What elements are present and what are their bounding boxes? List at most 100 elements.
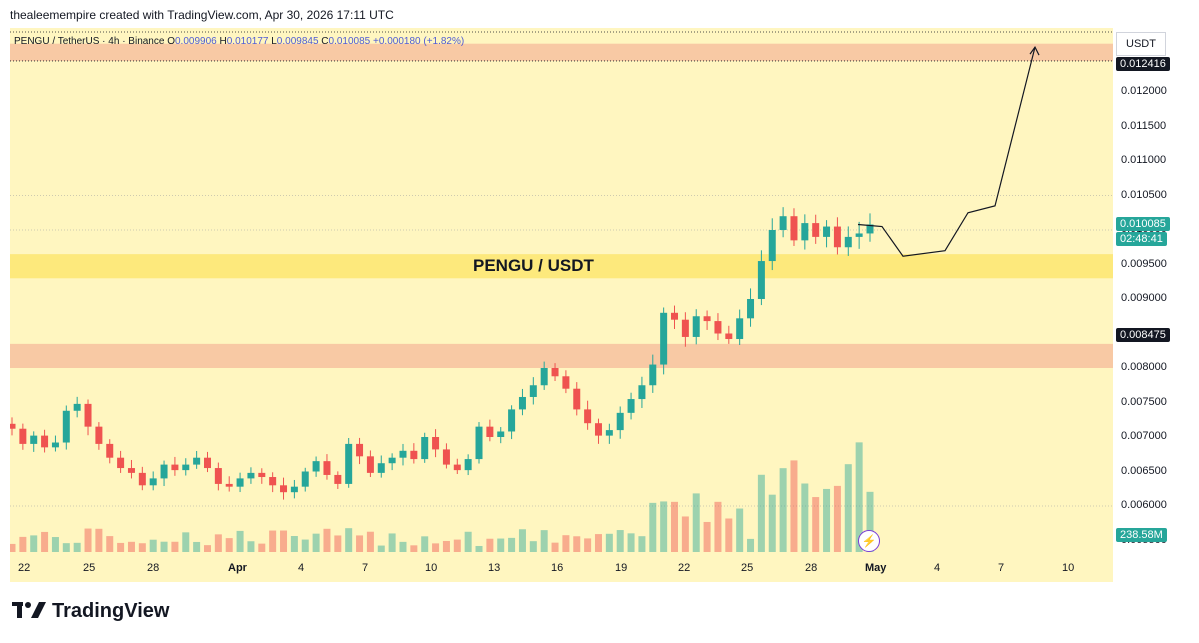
volume-bar — [442, 540, 450, 552]
candle-body — [269, 477, 277, 486]
lightning-icon[interactable]: ⚡ — [858, 530, 880, 552]
zone-target — [10, 43, 1113, 61]
y-tick-label: 0.006500 — [1121, 464, 1167, 477]
volume-bar — [518, 529, 526, 552]
volume-bar — [497, 538, 505, 552]
volume-bar — [692, 493, 700, 552]
candle-body — [84, 403, 92, 427]
candle-body — [247, 472, 255, 479]
candle-body — [225, 483, 233, 487]
candle-body — [703, 316, 711, 322]
candle-body — [410, 450, 418, 460]
x-tick-label: 22 — [18, 562, 31, 574]
y-tick-label: 0.011500 — [1121, 119, 1167, 132]
volume-bar — [594, 534, 602, 552]
candle-body — [323, 461, 331, 475]
volume-bar — [117, 542, 125, 552]
candle-body — [464, 459, 472, 471]
volume-bar — [747, 538, 755, 552]
volume-bar — [388, 533, 396, 552]
candle-body — [790, 216, 798, 241]
candle-body — [138, 472, 146, 486]
x-tick-label: May — [865, 562, 887, 574]
candle-body — [203, 457, 211, 469]
candle-body — [182, 464, 190, 471]
volume-bar — [138, 543, 146, 552]
volume-bar — [10, 543, 16, 552]
candle-body — [540, 368, 548, 386]
y-tick-label: 0.008000 — [1121, 361, 1167, 373]
candle-body — [551, 368, 559, 377]
candle-body — [584, 409, 592, 424]
candle-body — [475, 426, 483, 460]
x-tick-label: 16 — [551, 562, 564, 574]
volume-bar — [486, 538, 494, 552]
volume-bar — [203, 545, 211, 552]
x-tick-label: 22 — [678, 562, 691, 574]
volume-bar — [182, 532, 190, 552]
volume-bar — [377, 545, 385, 552]
chart-plot-area[interactable]: PENGU / TetherUS · 4h · Binance O0.00990… — [10, 28, 1113, 552]
volume-bar — [833, 485, 841, 552]
candle-body — [290, 486, 298, 493]
candle-body — [160, 464, 168, 479]
candle-body — [214, 468, 222, 484]
volume-bar — [95, 528, 103, 552]
brand: TradingView — [12, 600, 169, 623]
candle-body — [681, 319, 689, 337]
volume-bar — [823, 488, 831, 552]
volume-bar — [160, 541, 168, 552]
volume-bar — [605, 533, 613, 552]
ohlc-legend: PENGU / TetherUS · 4h · Binance O0.00990… — [14, 36, 464, 47]
volume-bar — [768, 494, 776, 552]
price-axis[interactable]: 0.0120000.0115000.0110000.0105000.010000… — [1113, 28, 1199, 552]
candle-body — [41, 435, 49, 448]
candle-body — [649, 364, 657, 386]
y-tick-label: 0.009000 — [1121, 292, 1167, 304]
volume-bar — [681, 516, 689, 552]
x-tick-label: 28 — [805, 562, 818, 574]
level-price-badge: 0.008475 — [1116, 328, 1170, 342]
candle-body — [30, 435, 38, 444]
time-axis[interactable]: 22 25 28 Apr 4 7 10 13 16 19 22 25 28 May 4 7 10 — [10, 552, 1113, 582]
volume-bar — [540, 530, 548, 552]
volume-bar — [551, 542, 559, 552]
candle-body — [573, 388, 581, 410]
volume-bar — [725, 518, 733, 552]
price-chart-svg — [10, 31, 1113, 552]
candle-body — [149, 478, 157, 486]
candle-body — [518, 396, 526, 410]
candle-body — [768, 230, 776, 262]
x-tick-label: 7 — [998, 562, 1005, 574]
x-tick-label: 25 — [741, 562, 754, 574]
volume-bar — [529, 541, 537, 552]
candle-body — [453, 464, 461, 471]
candle-body — [258, 472, 266, 478]
volume-bar — [562, 535, 570, 552]
candle-body — [377, 463, 385, 473]
volume-bar — [51, 537, 59, 552]
x-tick-label: 4 — [934, 562, 941, 574]
candle-body — [866, 224, 874, 234]
volume-bar — [627, 533, 635, 552]
volume-bar — [399, 541, 407, 552]
candle-body — [616, 412, 624, 431]
volume-bar — [127, 541, 135, 552]
volume-bar — [421, 536, 429, 552]
candle-body — [301, 471, 309, 487]
volume-bar — [269, 530, 277, 552]
projection-line — [857, 47, 1036, 257]
candle-body — [312, 461, 320, 472]
volume-bar — [312, 533, 320, 552]
candle-body — [127, 468, 135, 473]
candle-body — [106, 443, 114, 458]
volume-bar — [73, 542, 81, 552]
last-price-badge: 0.010085 — [1116, 217, 1170, 231]
candle-body — [833, 226, 841, 248]
pair-label: PENGU / USDT — [473, 256, 594, 275]
currency-selector[interactable]: USDT — [1116, 32, 1166, 56]
volume-bar — [812, 497, 820, 552]
volume-bar — [584, 538, 592, 552]
volume-bar — [247, 541, 255, 552]
volume-bars — [10, 442, 874, 552]
